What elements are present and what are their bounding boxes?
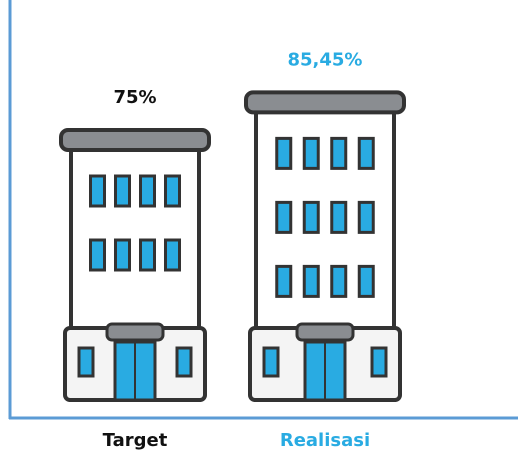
window xyxy=(357,264,375,298)
window xyxy=(330,200,348,234)
side-window xyxy=(77,346,95,378)
side-window xyxy=(370,346,388,378)
window xyxy=(302,264,320,298)
window xyxy=(89,174,106,208)
side-window xyxy=(175,346,193,378)
window xyxy=(330,136,348,170)
side-window xyxy=(262,346,280,378)
value-label: 75% xyxy=(113,87,156,108)
building-roof xyxy=(59,128,211,152)
window xyxy=(114,174,131,208)
category-label: Realisasi xyxy=(280,430,370,451)
awning xyxy=(105,322,165,342)
window xyxy=(114,238,131,272)
window xyxy=(275,136,293,170)
window xyxy=(275,200,293,234)
window xyxy=(139,174,156,208)
window xyxy=(164,174,181,208)
window xyxy=(357,136,375,170)
building xyxy=(244,90,406,402)
window xyxy=(302,136,320,170)
window xyxy=(139,238,156,272)
window xyxy=(275,264,293,298)
category-label: Target xyxy=(103,430,168,451)
window xyxy=(357,200,375,234)
window xyxy=(89,238,106,272)
window xyxy=(302,200,320,234)
awning xyxy=(295,322,355,342)
value-label: 85,45% xyxy=(288,49,363,70)
window xyxy=(164,238,181,272)
building-roof xyxy=(244,90,406,115)
window xyxy=(330,264,348,298)
building xyxy=(59,128,211,402)
